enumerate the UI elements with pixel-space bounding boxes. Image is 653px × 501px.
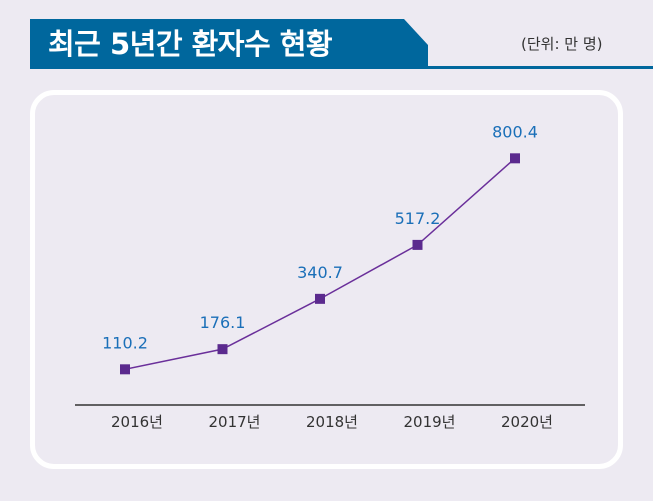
x-tick-label: 2020년 xyxy=(501,413,553,431)
data-label: 340.7 xyxy=(297,263,343,282)
data-label: 800.4 xyxy=(492,122,538,141)
data-label: 110.2 xyxy=(102,333,148,352)
x-tick-label: 2018년 xyxy=(306,413,358,431)
data-label: 517.2 xyxy=(395,209,441,228)
chart-title: 최근 5년간 환자수 현황 xyxy=(48,27,333,61)
data-point xyxy=(412,239,423,250)
data-point xyxy=(510,153,520,164)
header-rule xyxy=(428,66,653,69)
data-point xyxy=(217,344,228,355)
unit-label: (단위: 만 명) xyxy=(521,35,603,53)
data-point xyxy=(315,293,325,304)
data-label: 176.1 xyxy=(200,313,246,332)
x-tick-label: 2016년 xyxy=(111,413,163,431)
x-tick-label: 2019년 xyxy=(404,413,456,431)
title-banner xyxy=(30,19,428,69)
data-point xyxy=(120,364,130,375)
chart-card xyxy=(30,90,623,469)
x-tick-label: 2017년 xyxy=(209,413,261,431)
